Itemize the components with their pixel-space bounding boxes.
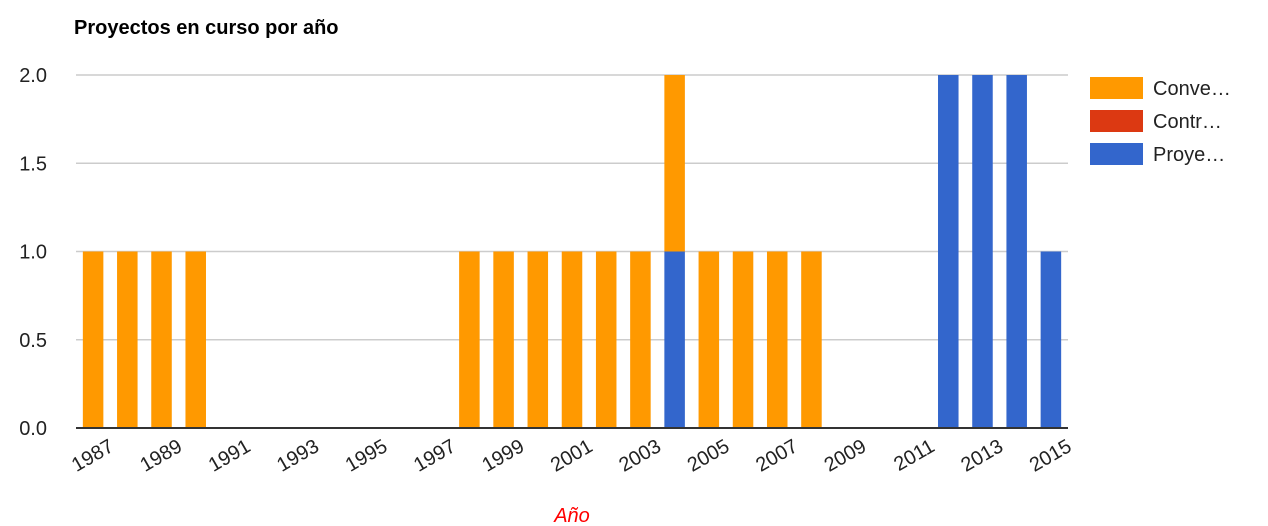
- x-tick-label: 1987: [68, 435, 118, 476]
- bars: [82, 75, 1062, 428]
- x-tick-label: 1989: [136, 435, 186, 476]
- legend-swatch: [1090, 110, 1143, 132]
- bar-segment: [698, 251, 720, 428]
- x-tick-label: 1999: [479, 435, 529, 476]
- x-tick-label: 2003: [615, 435, 665, 476]
- legend-label: Contr…: [1153, 111, 1222, 133]
- y-tick-label: 0.5: [19, 330, 47, 352]
- x-tick-label: 1993: [273, 435, 323, 476]
- x-tick-label: 1997: [410, 435, 460, 476]
- bar-segment: [527, 251, 549, 428]
- bar-segment: [664, 75, 685, 252]
- bar-segment: [766, 251, 788, 428]
- bar-segment: [801, 251, 822, 428]
- x-tick-label: 2011: [890, 435, 938, 476]
- bar-segment: [664, 251, 685, 428]
- legend-swatch: [1090, 77, 1143, 99]
- y-tick-label: 2.0: [19, 65, 47, 87]
- bar-segment: [117, 251, 138, 428]
- y-tick-label: 0.0: [19, 418, 47, 440]
- x-tick-label: 2007: [752, 435, 802, 476]
- x-tick-label: 2005: [684, 435, 734, 476]
- x-axis-ticks: 1987 1989 1991 1993 1995 1997 1999 2001 2003 2005…: [68, 435, 1075, 476]
- x-axis-title: Año: [553, 505, 590, 526]
- bar-segment: [1006, 75, 1027, 428]
- x-tick-label: 2009: [821, 435, 871, 476]
- bar-segment: [185, 251, 206, 428]
- x-tick-label: 1995: [342, 435, 392, 476]
- bar-segment: [561, 251, 583, 428]
- x-tick-label: 2015: [1026, 435, 1076, 476]
- legend: Conve… Contr… Proye…: [1090, 77, 1231, 166]
- bar-segment: [1040, 251, 1062, 428]
- legend-swatch: [1090, 143, 1143, 165]
- y-tick-label: 1.5: [19, 153, 47, 175]
- bar-segment: [938, 75, 959, 428]
- x-tick-label: 2001: [547, 435, 597, 476]
- y-tick-label: 1.0: [19, 242, 47, 264]
- bar-segment: [630, 251, 651, 428]
- bar-segment: [493, 251, 514, 428]
- bar-segment: [82, 251, 104, 428]
- bar-segment: [972, 75, 993, 428]
- legend-label: Proye…: [1153, 144, 1225, 166]
- y-axis-ticks: 0.0 0.5 1.0 1.5 2.0: [19, 65, 47, 440]
- bar-segment: [595, 251, 617, 428]
- bar-segment: [732, 251, 754, 428]
- x-tick-label: 1991: [205, 435, 255, 476]
- bar-segment: [151, 251, 172, 428]
- legend-label: Conve…: [1153, 78, 1231, 100]
- bar-segment: [459, 251, 480, 428]
- chart-title: Proyectos en curso por año: [74, 17, 339, 39]
- x-tick-label: 2013: [957, 435, 1007, 476]
